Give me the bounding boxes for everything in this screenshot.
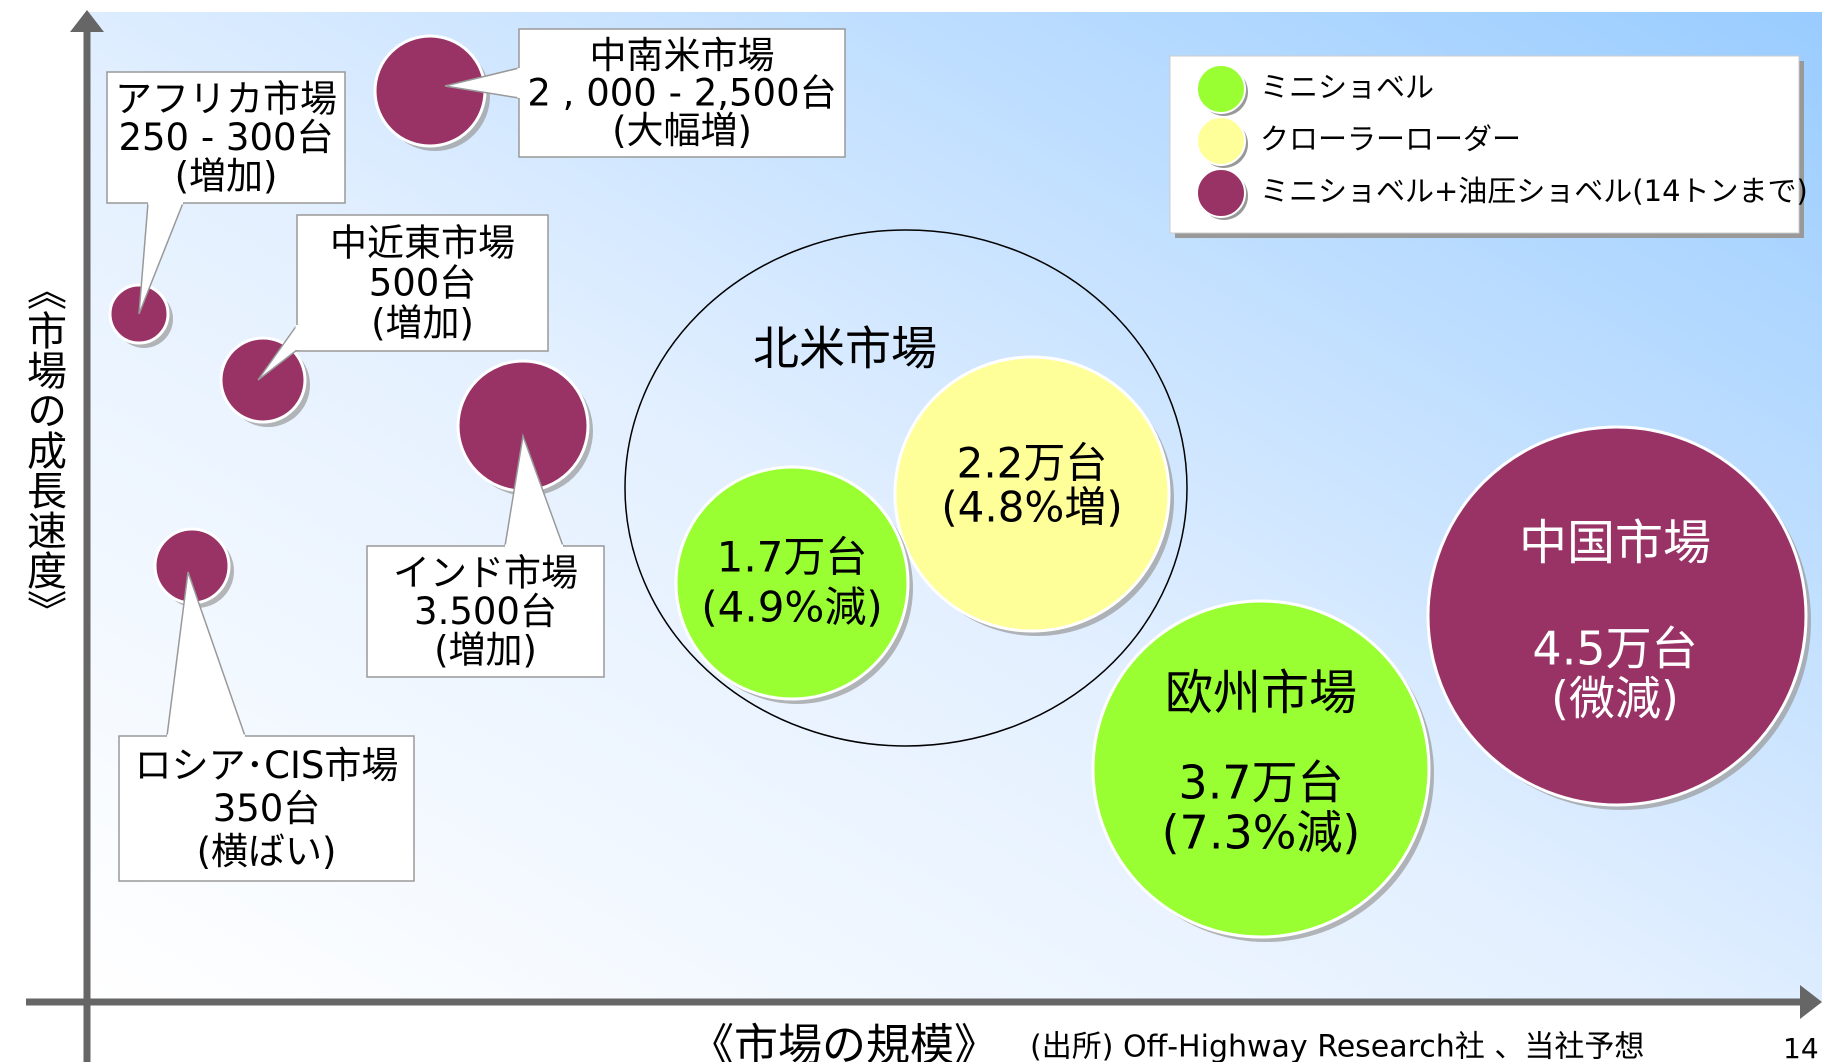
bubble-label: (4.8%増) (941, 483, 1122, 532)
bubble (674, 465, 910, 701)
y-axis-label: 《市場の成長速度》 (20, 270, 66, 630)
callout-box (518, 28, 846, 158)
callout-text: 2 , 000 - 2,500台 (527, 72, 836, 115)
legend-box (1169, 55, 1800, 234)
diagram-layer: 北米市場 2.2万台(4.8%増) 1.7万台(4.9%減) 欧州市場 3.7万台(7.… (106, 28, 1811, 942)
callout-box (296, 214, 549, 352)
bubble-label: 1.7万台 (717, 533, 868, 582)
callout-box (106, 71, 346, 204)
callout-text: (大幅増) (612, 109, 752, 152)
callout-text: 中南米市場 (590, 34, 775, 77)
callout-text: (増加) (434, 628, 537, 671)
x-axis-arrow (1800, 985, 1822, 1019)
callout-text: 中近東市場 (330, 222, 515, 265)
bubble-label: (微減) (1551, 672, 1679, 726)
callout-text: (横ばい) (197, 830, 337, 873)
bubble (373, 34, 487, 148)
source-note: (出所) Off-Highway Research社 、当社予想 (1030, 1030, 1644, 1062)
bubble-label: 欧州市場 (1165, 665, 1357, 721)
legend-label: クローラーローダー (1260, 122, 1521, 156)
group-label: 北米市場 (753, 322, 937, 376)
bubble-label: 3.7万台 (1178, 756, 1343, 810)
callout-box (366, 545, 605, 678)
bubble (893, 355, 1171, 633)
bubble (1426, 425, 1808, 807)
legend-label: ミニショベル+油圧ショベル(14トンまで) (1260, 174, 1808, 208)
callout-box (118, 735, 415, 882)
legend-swatch (1196, 64, 1246, 114)
page-number: 14 (1783, 1032, 1819, 1062)
callout-text: 3.500台 (414, 590, 557, 633)
bubble-label: (4.9%減) (701, 583, 882, 632)
callout-text: アフリカ市場 (115, 78, 337, 121)
group-outline (624, 229, 1188, 747)
callout-text: インド市場 (393, 552, 578, 595)
callout-text: ロシア･CIS市場 (135, 744, 399, 787)
callout-text: 250 - 300台 (118, 116, 333, 159)
bubble-label: 中国市場 (1519, 515, 1711, 571)
callout-text: 500台 (369, 262, 477, 305)
callout-text: 350台 (213, 787, 321, 830)
callout-text: (増加) (371, 302, 474, 345)
legend-swatch (1196, 116, 1246, 166)
bubble (1091, 599, 1431, 939)
bubble-label: 2.2万台 (957, 439, 1108, 488)
bubble-label: (7.3%減) (1162, 806, 1361, 860)
y-axis-arrow (70, 10, 104, 32)
legend-label: ミニショベル (1260, 70, 1434, 104)
x-axis-label: 《市場の規模》 (690, 1020, 998, 1062)
legend-swatch (1196, 168, 1246, 218)
bubble-label: 4.5万台 (1532, 622, 1697, 676)
callout-text: (増加) (175, 154, 278, 197)
